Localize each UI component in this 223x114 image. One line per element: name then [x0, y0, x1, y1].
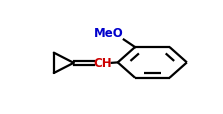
- Text: CH: CH: [94, 57, 112, 70]
- Text: MeO: MeO: [94, 26, 124, 39]
